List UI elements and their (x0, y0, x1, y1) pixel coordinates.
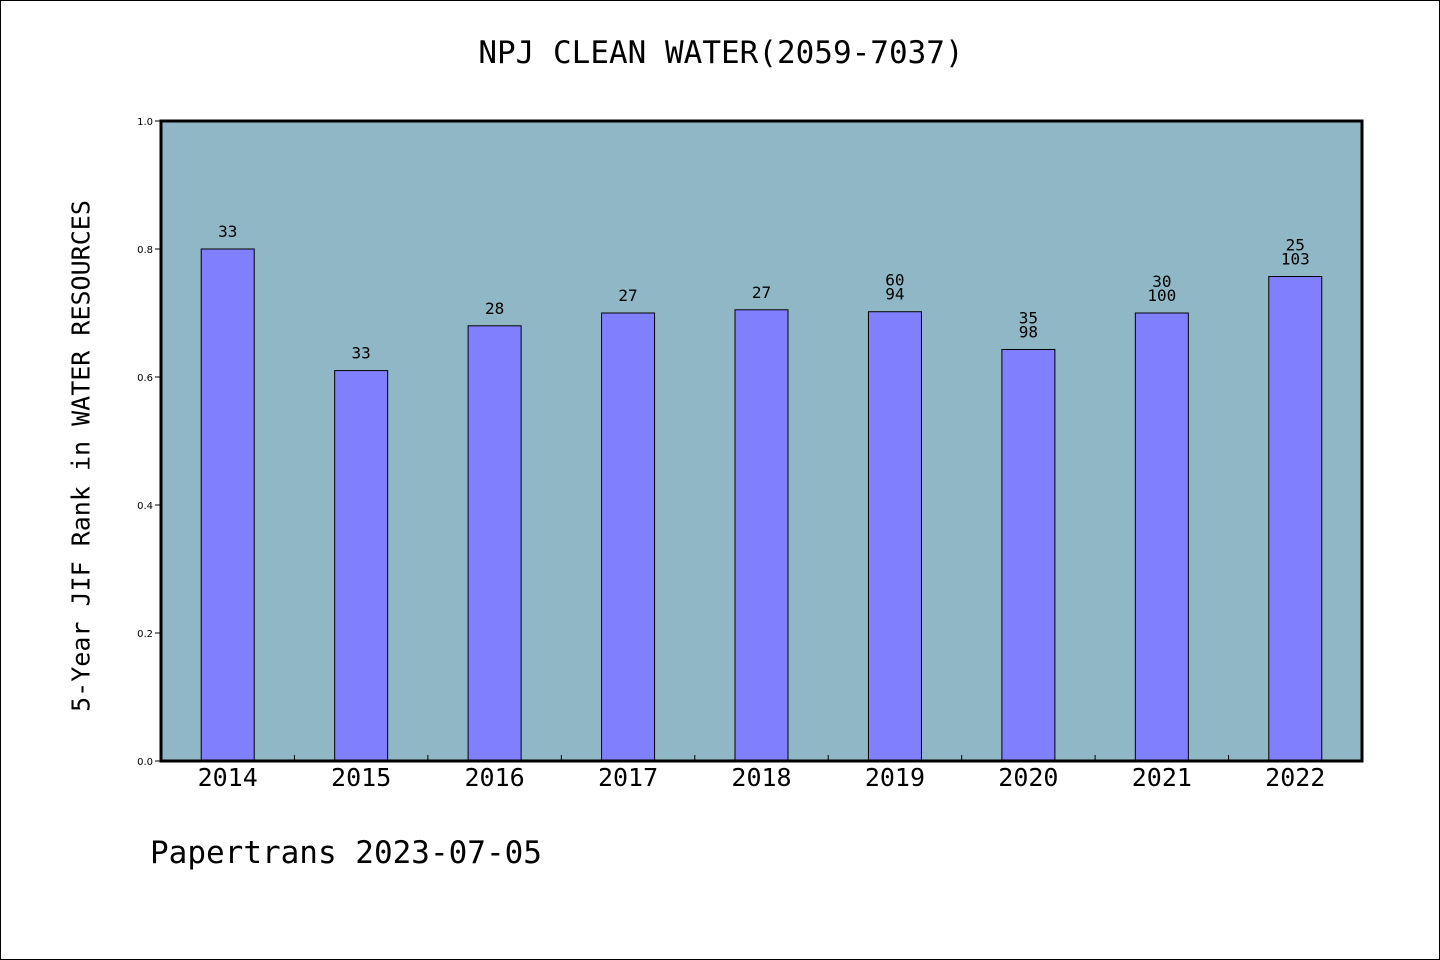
x-tick-label: 2016 (465, 763, 525, 792)
bar-2016 (467, 325, 522, 762)
y-tick-label: 0.0 (137, 757, 153, 768)
bar-2014 (200, 248, 255, 762)
bar-rank-label: 28 (485, 299, 504, 318)
plot-border (159, 119, 1364, 763)
bar-rank-label: 35 (1019, 308, 1038, 327)
bar-rank-label: 30 (1152, 272, 1171, 291)
bar-2015 (334, 370, 389, 762)
bar-2019 (867, 311, 922, 762)
bar-2018 (734, 309, 789, 762)
x-tick-label: 2014 (198, 763, 258, 792)
bar-rank-label: 98 (1019, 322, 1038, 341)
bar-rank-label: 25 (1286, 236, 1305, 255)
bar-rank-label: 60 (885, 271, 904, 290)
y-tick-label: 1.0 (137, 117, 153, 128)
x-tick-label: 2017 (598, 763, 658, 792)
bar-rank-label: 94 (885, 285, 904, 304)
bar-rank-label: 33 (352, 344, 371, 363)
bar-2020 (1001, 348, 1056, 762)
y-tick-label: 0.4 (137, 501, 153, 512)
bar-rank-label: 33 (218, 222, 237, 241)
y-tick-label: 0.6 (137, 373, 153, 384)
chart-title: NPJ CLEAN WATER(2059-7037) (478, 35, 964, 71)
x-tick-label: 2018 (731, 763, 791, 792)
x-tick-label: 2021 (1132, 763, 1192, 792)
y-tick-label: 0.8 (137, 245, 153, 256)
bar-rank-label: 27 (618, 286, 637, 305)
bar-2022 (1268, 276, 1323, 762)
footer-credit: Papertrans 2023-07-05 (150, 835, 542, 871)
bar-rank-label: 103 (1281, 250, 1310, 269)
bar-2021 (1134, 312, 1189, 762)
x-tick-label: 2022 (1265, 763, 1325, 792)
x-tick-label: 2020 (998, 763, 1058, 792)
bar-rank-label: 27 (752, 283, 771, 302)
y-tick-label: 0.2 (137, 629, 153, 640)
x-tick-label: 2019 (865, 763, 925, 792)
x-tick-label: 2015 (331, 763, 391, 792)
bar-2017 (601, 312, 656, 762)
bar-rank-label: 100 (1147, 286, 1176, 305)
